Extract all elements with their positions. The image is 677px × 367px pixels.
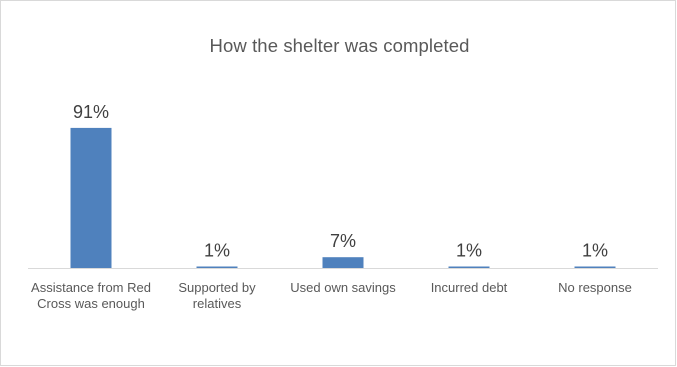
data-label-1: 1% [204, 241, 230, 261]
category-label-3: Incurred debt [430, 280, 508, 295]
bar-1 [196, 266, 238, 268]
category-label-1: Supported by relatives [178, 280, 256, 311]
data-label-0: 91% [73, 102, 109, 122]
bar-0 [70, 127, 112, 269]
chart-title: How the shelter was completed [209, 35, 470, 56]
category-label-2: Used own savings [290, 280, 396, 295]
data-label-2: 7% [330, 231, 356, 251]
bar-4 [574, 266, 616, 268]
data-label-3: 1% [456, 241, 482, 261]
bar-3 [448, 266, 490, 268]
bar-2 [322, 257, 364, 268]
category-label-4: No response [558, 280, 632, 295]
category-label-0: Assistance from Red Cross was enough [31, 280, 151, 311]
data-label-4: 1% [582, 241, 608, 261]
